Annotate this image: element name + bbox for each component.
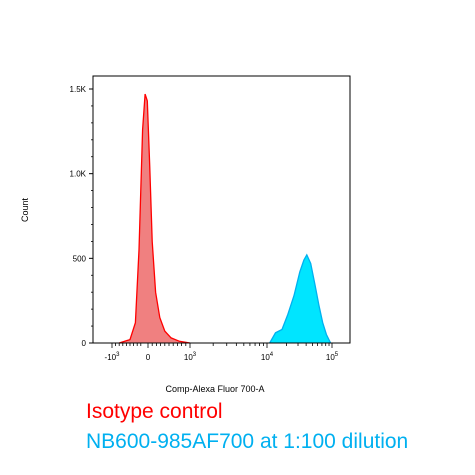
series-area-0 [119,94,190,343]
y-tick-label-1: 500 [73,254,87,263]
x-tick-label-0: -103 [105,352,121,362]
series-layer [119,93,332,344]
plot-frame [92,75,351,344]
x-axis-label: Comp-Alexa Fluor 700-A [165,384,264,394]
x-tick-label-3: 104 [261,352,274,362]
legend-entry-nb600-985af700: NB600-985AF700 at 1:100 dilution [86,430,409,453]
series-outline-1 [269,253,332,344]
series-outline-0 [119,93,191,344]
x-tick-label-1: 0 [146,353,151,362]
y-tick-label-3: 1.5K [70,85,87,94]
x-axis: -103 0 103 104 105 [105,343,339,362]
x-tick-label-2: 103 [184,352,197,362]
y-tick-label-0: 0 [82,339,87,348]
y-axis-label: Count [20,198,30,223]
series-area-1 [269,254,331,343]
y-tick-label-2: 1.0K [70,170,87,179]
y-axis: 0 500 1.0K 1.5K [70,85,93,348]
x-tick-label-4: 105 [326,352,339,362]
legend-entry-isotype-control: Isotype control [86,400,223,423]
